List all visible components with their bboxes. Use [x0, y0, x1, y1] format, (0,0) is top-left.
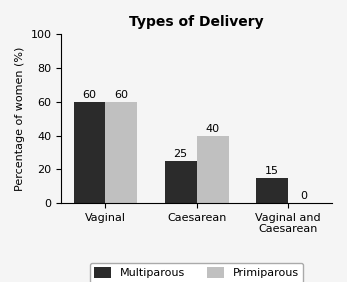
- Bar: [256, 178, 288, 203]
- Text: 15: 15: [265, 166, 279, 176]
- Text: 60: 60: [115, 90, 128, 100]
- Text: 40: 40: [205, 124, 220, 134]
- Bar: [74, 102, 105, 203]
- Y-axis label: Percentage of women (%): Percentage of women (%): [15, 47, 25, 191]
- Text: 60: 60: [83, 90, 96, 100]
- Text: 0: 0: [300, 191, 307, 201]
- Title: Types of Delivery: Types of Delivery: [129, 15, 264, 29]
- Legend: Multiparous, Primiparous: Multiparous, Primiparous: [90, 263, 303, 282]
- Bar: [105, 102, 137, 203]
- Bar: [165, 161, 197, 203]
- Text: 25: 25: [174, 149, 188, 159]
- Bar: [197, 136, 229, 203]
